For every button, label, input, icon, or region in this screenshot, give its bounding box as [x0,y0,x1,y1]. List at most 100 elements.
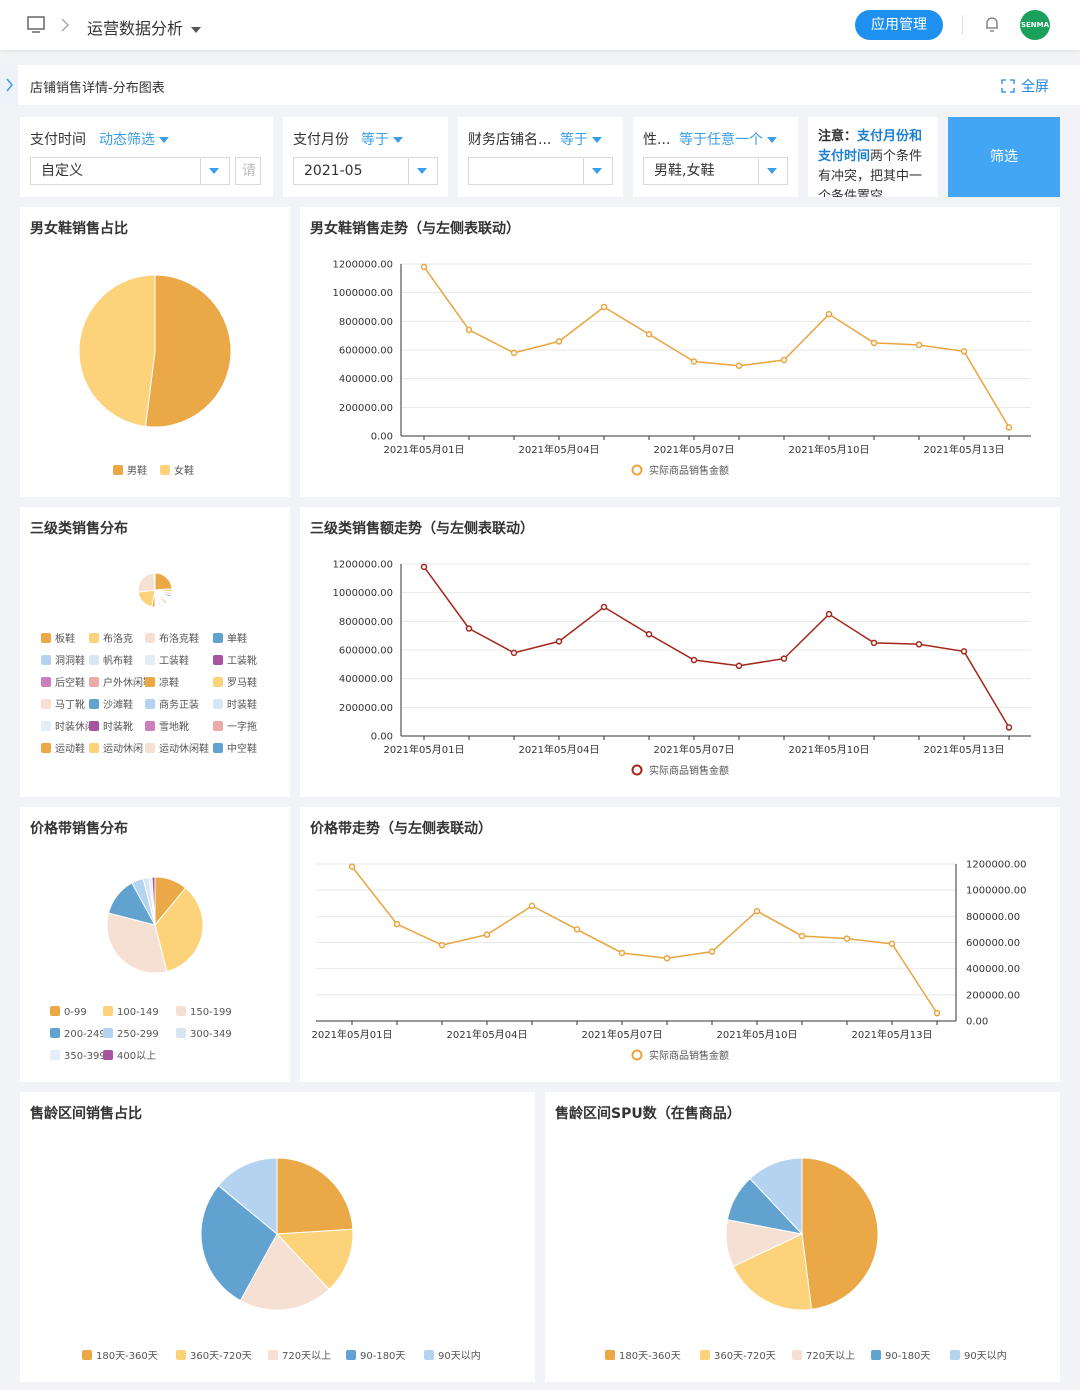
breadcrumb-arrow [61,18,70,32]
line-series [423,266,1010,428]
legend-label: 单鞋 [227,632,247,645]
legend-swatch [176,1028,186,1038]
filter-select[interactable] [468,157,613,185]
point [600,603,608,611]
legend-label: 350-399 [64,1051,106,1062]
legend-swatch [103,1006,113,1016]
point [825,310,833,318]
pie-slice [154,887,204,973]
legend-label: 雪地靴 [159,720,189,733]
x-tick-label: 2021年05月01日 [312,1028,393,1041]
x-tick-label: 2021年05月07日 [654,743,735,756]
avatar[interactable]: SENMA [1020,10,1050,40]
pie-slice [154,572,173,591]
legend-swatch [268,1350,278,1360]
x-tick-label: 2021年05月10日 [789,443,870,456]
top-bar: 运营数据分析 应用管理 SENMA [0,0,1080,50]
legend-label: 实际商品销售金额 [649,764,729,777]
legend-swatch [424,1350,434,1360]
legend-swatch [700,1350,710,1360]
filter-operator[interactable]: 等于任意一个 [679,129,777,149]
point [555,638,563,645]
point [420,563,428,571]
legend-label: 凉鞋 [159,676,179,689]
chart-title: 价格带销售分布 [30,821,128,837]
app-title[interactable]: 运营数据分析 [87,15,202,39]
y-tick-label: 1200000.00 [966,860,1026,871]
chart-panel: 价格带销售分布 0-99 100-149 150-199 200-249 250-299 3… [20,807,290,1082]
y-tick-label: 200000.00 [339,403,393,414]
y-tick-label: 0.00 [966,1017,988,1028]
filter-select[interactable]: 自定义 [30,157,230,185]
point [690,358,698,365]
legend-swatch [160,465,170,475]
app-manage-button[interactable]: 应用管理 [855,10,943,40]
y-tick-label: 1200000.00 [333,560,393,571]
filter-label: 性... [643,132,671,148]
operator-text: 等于 [560,132,588,148]
fullscreen[interactable]: 全屏 [1001,76,1049,96]
y-tick-label: 800000.00 [966,912,1020,923]
legend-label: 0-99 [64,1007,87,1018]
sub-bar: 店铺销售详情-分布图表 全屏 [0,65,1080,105]
legend-swatch [41,721,51,731]
legend-swatch [213,633,223,643]
legend-swatch [792,1350,802,1360]
y-tick-label: 800000.00 [339,617,393,628]
filter-operator[interactable]: 等于 [361,129,403,149]
legend-swatch [103,1028,113,1038]
legend-swatch [50,1006,60,1016]
legend-label: 帆布鞋 [103,654,133,667]
legend-swatch [41,655,51,665]
point [528,902,536,910]
legend-marker [631,764,643,776]
legend-label: 商务正装 [159,698,199,711]
filter-select[interactable]: 男鞋,女鞋 [643,157,788,185]
point [348,863,356,870]
monitor-icon[interactable] [27,16,47,34]
chart-title: 男女鞋销售走势（与左侧表联动） [310,221,520,237]
y-tick-label: 0.00 [371,732,393,743]
bell-icon[interactable] [984,15,1000,33]
legend-label: 90-180天 [885,1351,930,1362]
filter-button[interactable]: 筛选 [948,117,1060,197]
chart-title: 三级类销售额走势（与左侧表联动） [310,521,534,537]
legend-label: 布洛克 [103,632,133,645]
legend-label: 90天以内 [438,1349,481,1362]
point [888,940,896,948]
operator-text: 等于 [361,132,389,148]
legend-label: 360天-720天 [714,1351,776,1362]
filter-select[interactable]: 2021-05 [293,157,438,185]
point [843,935,851,942]
legend-label: 女鞋 [174,464,194,477]
chart-panel: 三级类销售额走势（与左侧表联动） 0.00 200000.00 400000.00 60… [300,507,1060,797]
legend-swatch [176,1350,186,1360]
filter-input[interactable]: 请 [235,157,261,185]
legend-swatch [41,633,51,643]
point [825,610,833,618]
side-toggle[interactable] [0,65,18,105]
filter-operator[interactable]: 动态筛选 [99,129,169,149]
chart: 0.00 200000.00 400000.00 600000.00 800000.00… [333,260,1031,477]
pie-slice [78,274,156,427]
chart-panel: 三级类销售分布 板鞋 布洛克 布洛克鞋 单鞋 洞洞鞋 帆布鞋 工装鞋 工装靴 后空鞋 户外休闲鞋 凉鞋… [20,507,290,797]
x-tick-label: 2021年05月10日 [789,743,870,756]
filter-operator[interactable]: 等于 [560,129,602,149]
point [735,362,743,370]
chart-title: 售龄区间SPU数（在售商品） [555,1106,741,1122]
legend-swatch [213,677,223,687]
legend-label: 洞洞鞋 [55,654,85,667]
chart-title: 售龄区间销售占比 [30,1106,142,1122]
legend-label: 300-349 [190,1029,232,1040]
legend-swatch [605,1350,615,1360]
y-tick-label: 0.00 [371,432,393,443]
pie-slice [200,1184,278,1302]
y-tick-label: 1000000.00 [333,588,393,599]
legend-swatch [145,743,155,753]
select-value: 男鞋,女鞋 [654,163,715,179]
y-tick-label: 600000.00 [966,938,1020,949]
legend-swatch [213,743,223,753]
legend-swatch [89,655,99,665]
